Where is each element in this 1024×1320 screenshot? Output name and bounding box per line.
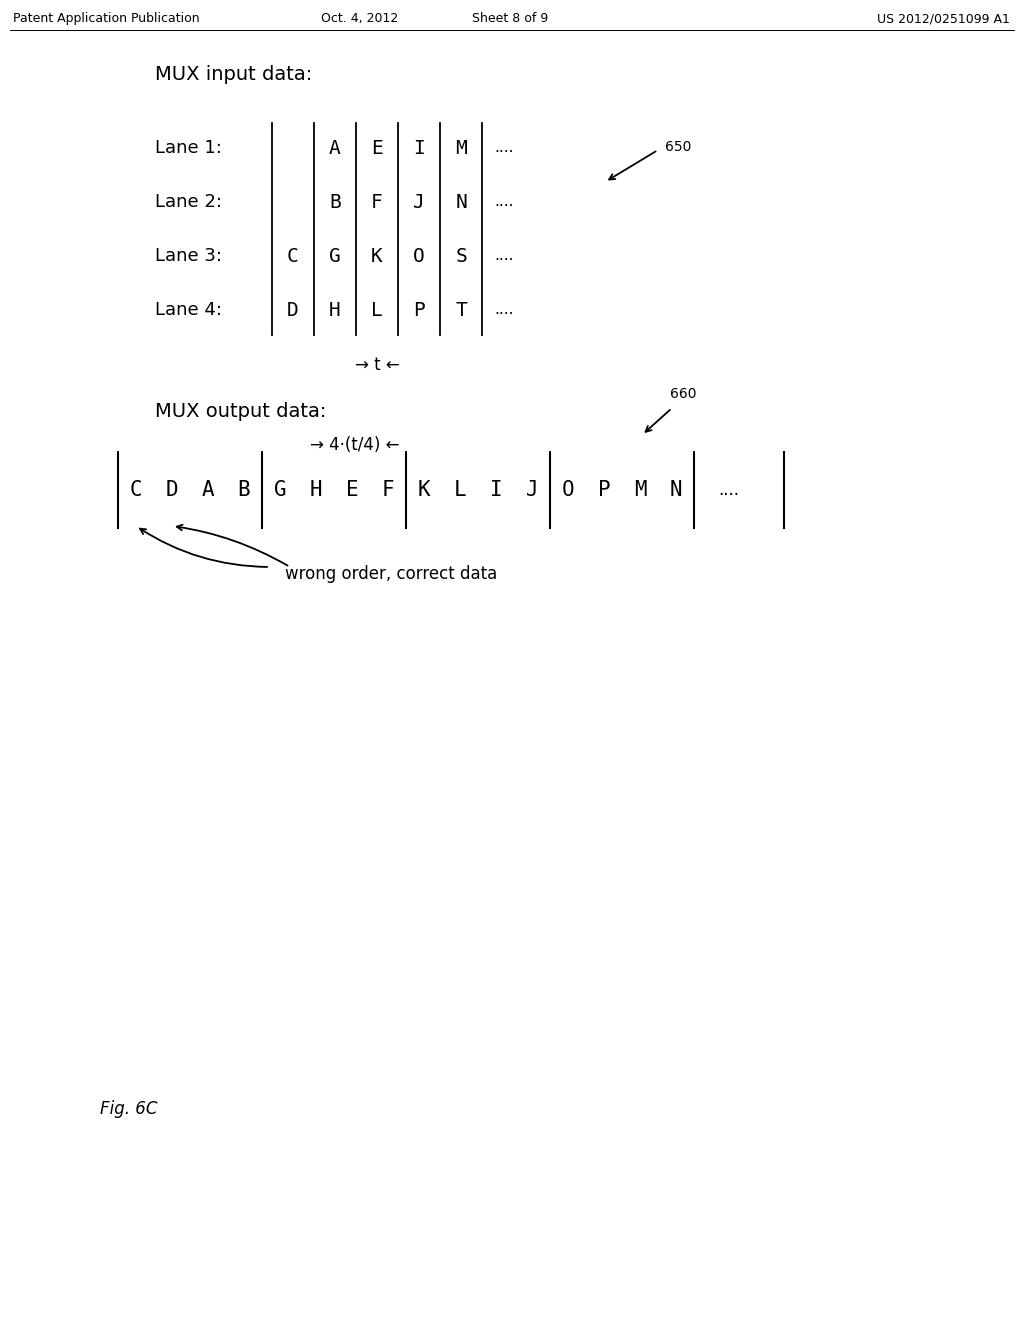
Text: J: J (525, 480, 539, 500)
Text: B: B (238, 480, 250, 500)
Text: G: G (273, 480, 287, 500)
Text: B: B (329, 193, 341, 211)
Text: Lane 3:: Lane 3: (155, 247, 222, 265)
Text: MUX input data:: MUX input data: (155, 65, 312, 84)
Text: US 2012/0251099 A1: US 2012/0251099 A1 (878, 12, 1010, 25)
Text: H: H (329, 301, 341, 319)
Text: S: S (455, 247, 467, 265)
Text: Sheet 8 of 9: Sheet 8 of 9 (472, 12, 548, 25)
Text: M: M (455, 139, 467, 157)
Text: C: C (287, 247, 299, 265)
Text: O: O (562, 480, 574, 500)
Text: K: K (418, 480, 430, 500)
Text: H: H (309, 480, 323, 500)
Text: O: O (413, 247, 425, 265)
Text: ....: .... (494, 194, 513, 210)
Text: F: F (382, 480, 394, 500)
Text: Oct. 4, 2012: Oct. 4, 2012 (322, 12, 398, 25)
Text: F: F (371, 193, 383, 211)
Text: I: I (413, 139, 425, 157)
Text: K: K (371, 247, 383, 265)
Text: E: E (346, 480, 358, 500)
Text: M: M (634, 480, 646, 500)
Text: N: N (670, 480, 682, 500)
Text: Fig. 6C: Fig. 6C (100, 1100, 158, 1118)
Text: ....: .... (494, 140, 513, 156)
Text: Patent Application Publication: Patent Application Publication (13, 12, 200, 25)
Text: C: C (130, 480, 142, 500)
Text: A: A (329, 139, 341, 157)
Text: A: A (202, 480, 214, 500)
Text: Lane 2:: Lane 2: (155, 193, 222, 211)
Text: Lane 4:: Lane 4: (155, 301, 222, 319)
Text: → t ←: → t ← (354, 356, 399, 374)
Text: ....: .... (494, 302, 513, 318)
Text: wrong order, correct data: wrong order, correct data (285, 565, 498, 583)
Text: 660: 660 (670, 387, 696, 401)
Text: D: D (287, 301, 299, 319)
Text: P: P (598, 480, 610, 500)
Text: P: P (413, 301, 425, 319)
Text: E: E (371, 139, 383, 157)
Text: 650: 650 (665, 140, 691, 154)
Text: T: T (455, 301, 467, 319)
Text: J: J (413, 193, 425, 211)
Text: MUX output data:: MUX output data: (155, 403, 327, 421)
Text: → 4·(t/4) ←: → 4·(t/4) ← (310, 436, 399, 454)
Text: L: L (371, 301, 383, 319)
Text: ....: .... (719, 480, 739, 499)
Text: L: L (454, 480, 466, 500)
Text: D: D (166, 480, 178, 500)
Text: ....: .... (494, 248, 513, 264)
Text: I: I (489, 480, 503, 500)
Text: Lane 1:: Lane 1: (155, 139, 222, 157)
Text: G: G (329, 247, 341, 265)
Text: N: N (455, 193, 467, 211)
